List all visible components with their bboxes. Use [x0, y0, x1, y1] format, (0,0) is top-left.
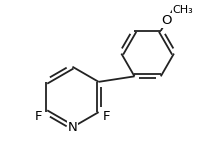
Text: F: F — [35, 110, 42, 123]
Text: O: O — [161, 14, 171, 27]
Text: F: F — [102, 110, 109, 123]
Text: N: N — [67, 121, 77, 134]
Text: CH₃: CH₃ — [172, 5, 193, 15]
